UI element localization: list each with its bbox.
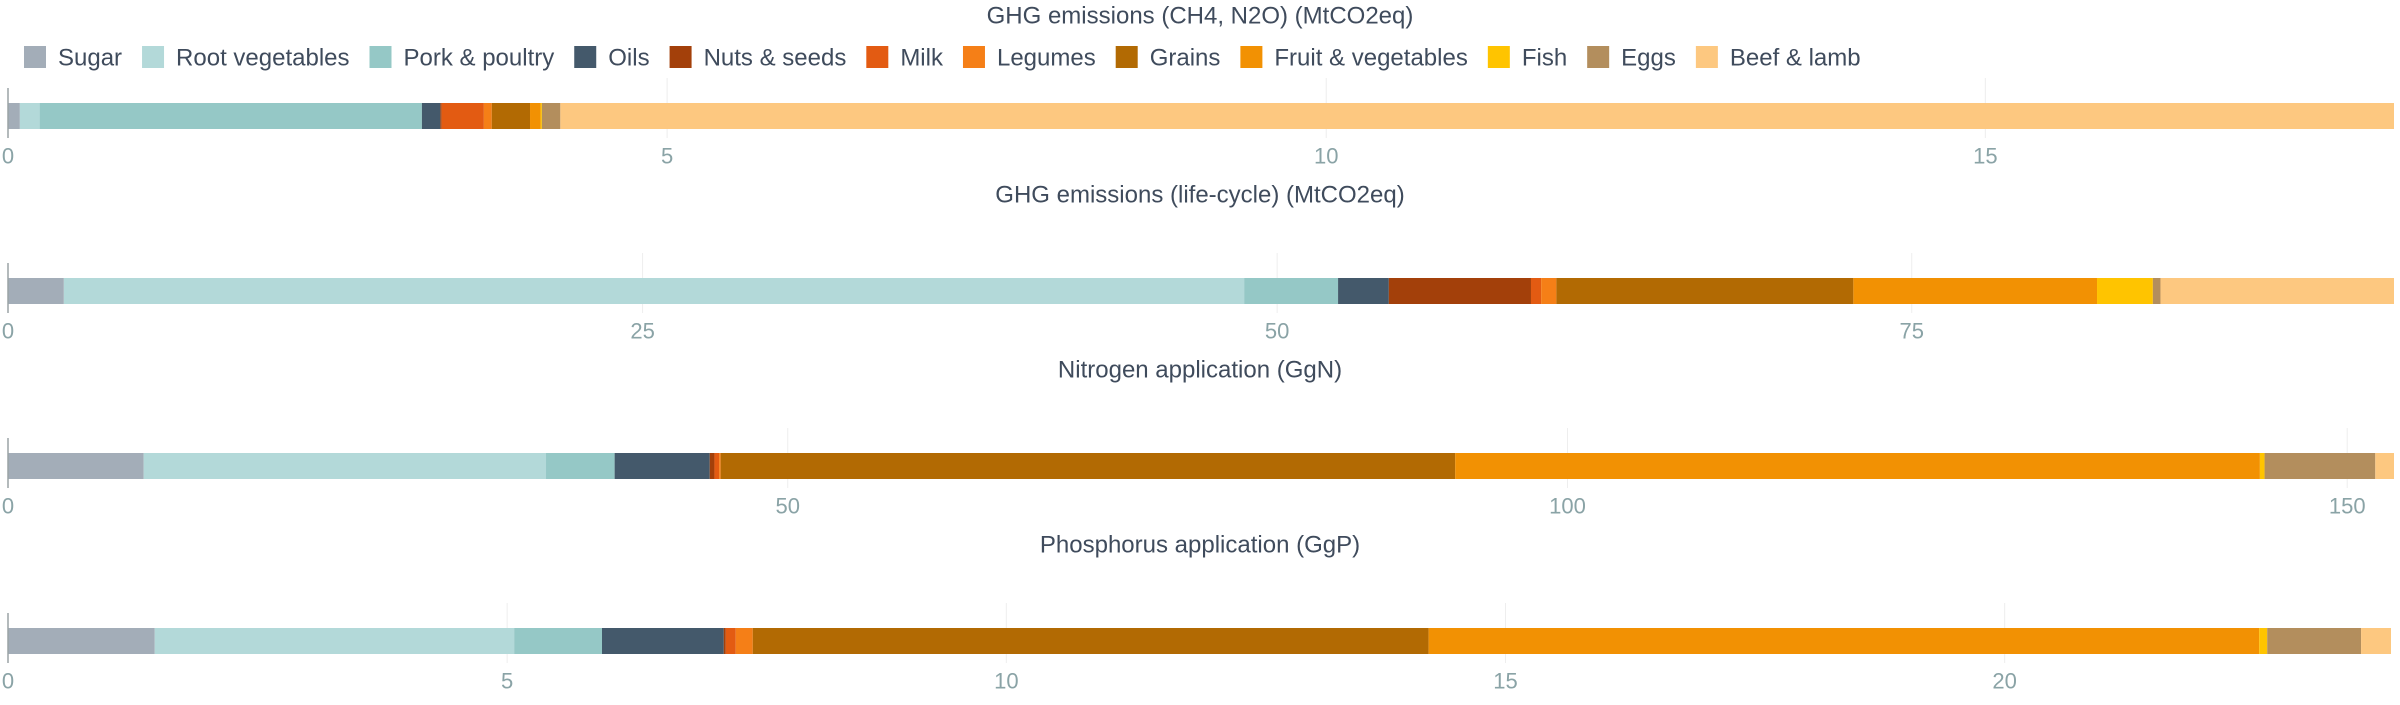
legend-swatch-grains [1115,46,1138,68]
tick-label-4-20: 20 [1992,669,2016,694]
legend-label-legumes: Legumes [997,45,1096,72]
tick-label-1-5: 5 [661,144,673,169]
bar-segment-2-pork-and-poultry [1244,278,1339,304]
tick-label-2-75: 75 [1899,319,1923,344]
legend-label-eggs: Eggs [1621,45,1676,72]
bar-segment-4-beef-and-lamb [2361,628,2392,654]
bar-segment-3-oils [614,453,710,479]
bar-segment-1-sugar [8,103,20,129]
panel-title-3: Nitrogen application (GgN) [1058,357,1342,384]
bar-segment-3-fish [2259,453,2265,479]
bar-segment-1-grains [491,103,531,129]
tick-label-4-0: 0 [2,669,14,694]
legend-swatch-eggs [1587,46,1610,68]
bar-segment-3-pork-and-poultry [546,453,615,479]
bar-segment-3-eggs [2264,453,2376,479]
bar-segment-1-milk [441,103,484,129]
bar-segment-4-pork-and-poultry [514,628,603,654]
bar-segment-1-beef-and-lamb [560,103,2394,129]
bar-segment-1-fish [540,103,542,129]
legend-swatch-sugar [24,46,46,68]
legend-swatch-fruit-and-vegetables [1240,46,1263,68]
bar-segment-1-oils [421,103,441,129]
bar-segment-4-grains [752,628,1429,654]
legend-label-beef-and-lamb: Beef & lamb [1730,45,1861,72]
bar-segment-4-sugar [8,628,155,654]
legend-label-milk: Milk [900,45,944,72]
bar-segment-3-sugar [8,453,144,479]
bar-segment-2-beef-and-lamb [2160,278,2394,304]
tick-label-3-150: 150 [2329,494,2366,519]
bar-segment-3-milk [714,453,720,479]
bar-segment-2-milk [1530,278,1542,304]
legend-swatch-oils [574,46,597,68]
bar-segment-3-fruit-and-vegetables [1455,453,2260,479]
bar-segment-2-legumes [1541,278,1557,304]
bar-segment-4-milk [725,628,736,654]
bar-segment-3-root-vegetables [143,453,547,479]
tick-label-4-10: 10 [994,669,1018,694]
bar-segment-2-sugar [8,278,64,304]
bar-segment-2-fruit-and-vegetables [1853,278,2098,304]
bar-segment-1-fruit-and-vegetables [530,103,541,129]
legend-swatch-milk [866,46,889,68]
bar-segment-3-legumes [719,453,721,479]
bar-segment-4-eggs [2267,628,2362,654]
legend-swatch-pork-and-poultry [369,46,392,68]
bar-segment-2-fish [2097,278,2153,304]
panel-title-2: GHG emissions (life-cycle) (MtCO2eq) [995,182,1404,209]
panel-title-1: GHG emissions (CH4, N2O) (MtCO2eq) [987,3,1414,30]
bar-segment-2-nuts-and-seeds [1388,278,1531,304]
legend-label-sugar: Sugar [58,45,122,72]
legend-swatch-root-vegetables [142,46,165,68]
tick-label-4-15: 15 [1493,669,1517,694]
legend-label-root-vegetables: Root vegetables [176,45,349,72]
legend-label-pork-and-poultry: Pork & poultry [404,45,555,72]
legend-swatch-nuts-and-seeds [669,46,692,68]
tick-label-2-0: 0 [2,319,14,344]
bar-segment-4-legumes [735,628,753,654]
legend-swatch-fish [1487,46,1510,68]
bar-segment-2-oils [1338,278,1389,304]
tick-label-1-0: 0 [2,144,14,169]
bar-segment-4-fruit-and-vegetables [1428,628,2260,654]
legend-label-oils: Oils [608,45,649,72]
tick-label-1-15: 15 [1973,144,1997,169]
bar-segment-1-legumes [483,103,492,129]
bar-segment-4-nuts-and-seeds [723,628,726,654]
bar-segment-2-eggs [2152,278,2161,304]
legend-label-fruit-and-vegetables: Fruit & vegetables [1274,45,1467,72]
tick-label-1-10: 10 [1314,144,1338,169]
bar-segment-4-fish [2259,628,2268,654]
legend-label-nuts-and-seeds: Nuts & seeds [704,45,847,72]
bar-segment-2-root-vegetables [63,278,1245,304]
bar-segment-1-nuts-and-seeds [440,103,442,129]
bar-segment-1-eggs [541,103,561,129]
tick-label-4-5: 5 [501,669,513,694]
tick-label-3-0: 0 [2,494,14,519]
bar-segment-3-grains [720,453,1456,479]
legend-label-grains: Grains [1150,45,1221,72]
tick-label-2-50: 50 [1265,319,1289,344]
bar-segment-1-root-vegetables [19,103,40,129]
legend-swatch-legumes [962,46,985,68]
legend-swatch-beef-and-lamb [1695,46,1718,68]
tick-label-3-50: 50 [775,494,799,519]
bar-segment-4-oils [602,628,724,654]
bar-segment-3-nuts-and-seeds [709,453,715,479]
bar-segment-4-root-vegetables [154,628,515,654]
tick-label-2-25: 25 [630,319,654,344]
tick-label-3-100: 100 [1549,494,1586,519]
bar-segment-2-grains [1556,278,1854,304]
bar-segment-1-pork-and-poultry [39,103,422,129]
panel-title-4: Phosphorus application (GgP) [1040,532,1360,559]
bar-segment-3-beef-and-lamb [2375,453,2394,479]
legend-label-fish: Fish [1522,45,1567,72]
